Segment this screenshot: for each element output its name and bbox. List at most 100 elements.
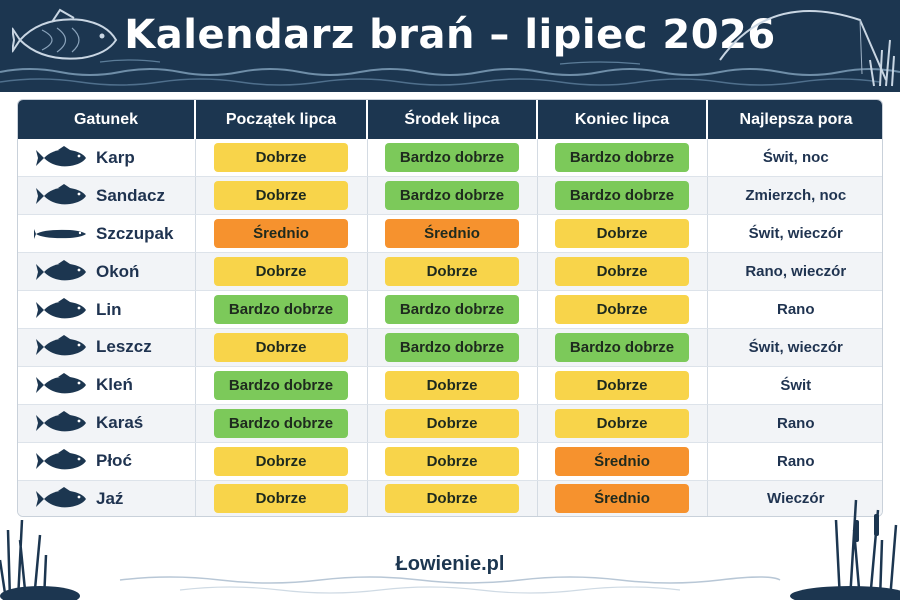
rating-badge: Dobrze — [214, 257, 348, 287]
early-july-cell: Bardzo dobrze — [195, 366, 368, 405]
early-july-cell: Dobrze — [195, 442, 368, 481]
reeds-right-decoration — [790, 499, 900, 600]
rating-badge: Dobrze — [385, 446, 519, 476]
early-july-cell: Dobrze — [195, 480, 368, 516]
species-name: Leszcz — [96, 337, 152, 357]
species-cell: Szczupak — [18, 214, 196, 254]
rating-badge: Średnio — [385, 219, 519, 249]
reeds-left-decoration — [0, 519, 80, 600]
best-time-cell: Rano, wieczór — [707, 252, 882, 292]
rating-badge: Bardzo dobrze — [555, 332, 689, 362]
species-name: Okoń — [96, 261, 140, 281]
late-july-cell: Bardzo dobrze — [537, 139, 708, 178]
table-row: Karaś Bardzo dobrze Dobrze Dobrze Rano — [18, 404, 882, 443]
column-header-species: Gatunek — [18, 100, 196, 139]
early-july-cell: Dobrze — [195, 139, 368, 178]
fishing-rod-icon — [719, 10, 895, 87]
rating-badge: Dobrze — [214, 484, 348, 514]
best-time-cell: Rano — [707, 404, 882, 443]
early-july-cell: Bardzo dobrze — [195, 404, 368, 443]
table-row: Lin Bardzo dobrze Bardzo dobrze Dobrze Rano — [18, 290, 882, 329]
late-july-cell: Średnio — [537, 480, 708, 516]
mid-july-cell: Średnio — [367, 214, 538, 254]
mid-july-cell: Dobrze — [367, 442, 538, 481]
crucian-icon — [36, 411, 86, 432]
table-row: Leszcz Dobrze Bardzo dobrze Bardzo dobrze Św… — [18, 328, 882, 367]
rating-badge: Dobrze — [214, 332, 348, 362]
species-cell: Karaś — [18, 404, 196, 443]
table-row: Kleń Bardzo dobrze Dobrze Dobrze Świt — [18, 366, 882, 405]
rating-badge: Średnio — [555, 484, 689, 514]
late-july-cell: Dobrze — [537, 290, 708, 329]
rating-badge: Dobrze — [385, 408, 519, 438]
column-header-early-july: Początek lipca — [195, 100, 368, 139]
column-header-late-july: Koniec lipca — [537, 100, 708, 139]
rating-badge: Dobrze — [555, 408, 689, 438]
best-time-cell: Świt, noc — [707, 139, 882, 178]
species-name: Jaź — [96, 488, 124, 508]
rating-badge: Dobrze — [214, 181, 348, 211]
roach-icon — [36, 449, 86, 470]
rating-badge: Bardzo dobrze — [555, 181, 689, 211]
mid-july-cell: Dobrze — [367, 366, 538, 405]
best-time-cell: Świt, wieczór — [707, 214, 882, 254]
species-cell: Kleń — [18, 366, 196, 405]
water-waves-bottom-decoration — [119, 576, 781, 594]
early-july-cell: Dobrze — [195, 176, 368, 216]
column-header-best-time: Najlepsza pora — [707, 100, 882, 139]
species-cell: Sandacz — [18, 176, 196, 216]
table-row: Płoć Dobrze Dobrze Średnio Rano — [18, 442, 882, 481]
table-row: Szczupak Średnio Średnio Dobrze Świt, wieczó… — [18, 214, 882, 254]
rating-badge: Bardzo dobrze — [555, 143, 689, 173]
late-july-cell: Bardzo dobrze — [537, 328, 708, 367]
species-cell: Lin — [18, 290, 196, 329]
rating-badge: Dobrze — [555, 295, 689, 324]
species-name: Karaś — [96, 413, 144, 433]
species-name: Sandacz — [96, 185, 165, 205]
rating-badge: Dobrze — [214, 446, 348, 476]
page-title: Kalendarz brań – lipiec 2026 — [124, 12, 776, 58]
rating-badge: Średnio — [214, 219, 348, 249]
rating-badge: Średnio — [555, 446, 689, 476]
rating-badge: Dobrze — [214, 143, 348, 173]
rating-badge: Dobrze — [555, 370, 689, 400]
species-name: Karp — [96, 147, 135, 167]
late-july-cell: Dobrze — [537, 404, 708, 443]
mid-july-cell: Bardzo dobrze — [367, 328, 538, 367]
late-july-cell: Dobrze — [537, 252, 708, 292]
rating-badge: Bardzo dobrze — [385, 295, 519, 324]
rating-badge: Bardzo dobrze — [214, 370, 348, 400]
water-waves-decoration — [0, 59, 900, 86]
mid-july-cell: Dobrze — [367, 404, 538, 443]
rating-badge: Bardzo dobrze — [385, 332, 519, 362]
fishing-calendar-table: Gatunek Początek lipca Środek lipca Koni… — [17, 99, 883, 517]
zander-icon — [36, 183, 86, 205]
chub-icon — [36, 373, 86, 394]
best-time-cell: Świt — [707, 366, 882, 405]
perch-icon — [36, 259, 86, 280]
carp-illustration-icon — [12, 8, 118, 60]
tench-icon — [36, 297, 86, 318]
table-row: Jaź Dobrze Dobrze Średnio Wieczór — [18, 480, 882, 516]
late-july-cell: Średnio — [537, 442, 708, 481]
best-time-cell: Zmierzch, noc — [707, 176, 882, 216]
species-cell: Płoć — [18, 442, 196, 481]
species-cell: Leszcz — [18, 328, 196, 367]
rating-badge: Dobrze — [385, 370, 519, 400]
species-cell: Jaź — [18, 480, 196, 516]
column-header-mid-july: Środek lipca — [367, 100, 538, 139]
header-banner: Kalendarz brań – lipiec 2026 — [0, 0, 900, 92]
rating-badge: Dobrze — [555, 257, 689, 287]
table-row: Sandacz Dobrze Bardzo dobrze Bardzo dobrze Z… — [18, 176, 882, 216]
best-time-cell: Wieczór — [707, 480, 882, 516]
best-time-cell: Rano — [707, 442, 882, 481]
mid-july-cell: Bardzo dobrze — [367, 139, 538, 178]
rating-badge: Bardzo dobrze — [385, 181, 519, 211]
early-july-cell: Bardzo dobrze — [195, 290, 368, 329]
table-row: Okoń Dobrze Dobrze Dobrze Rano, wieczór — [18, 252, 882, 292]
ide-icon — [36, 486, 86, 508]
early-july-cell: Dobrze — [195, 252, 368, 292]
table-header-row: Gatunek Początek lipca Środek lipca Koni… — [18, 100, 882, 139]
mid-july-cell: Dobrze — [367, 252, 538, 292]
footer-brand: Łowienie.pl — [395, 553, 505, 575]
